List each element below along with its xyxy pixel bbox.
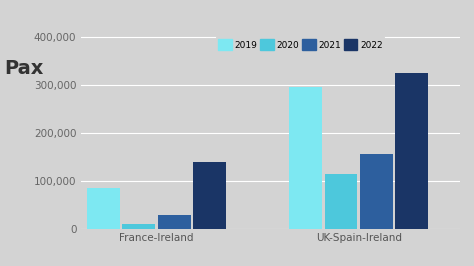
Bar	[122, 224, 155, 229]
Bar	[193, 161, 226, 229]
Text: Pax: Pax	[5, 59, 44, 77]
Bar	[158, 215, 191, 229]
Legend: 2019, 2020, 2021, 2022: 2019, 2020, 2021, 2022	[216, 36, 385, 53]
Bar	[395, 73, 428, 229]
Bar	[87, 188, 120, 229]
Bar	[289, 87, 322, 229]
Bar	[360, 154, 393, 229]
Bar	[325, 173, 357, 229]
